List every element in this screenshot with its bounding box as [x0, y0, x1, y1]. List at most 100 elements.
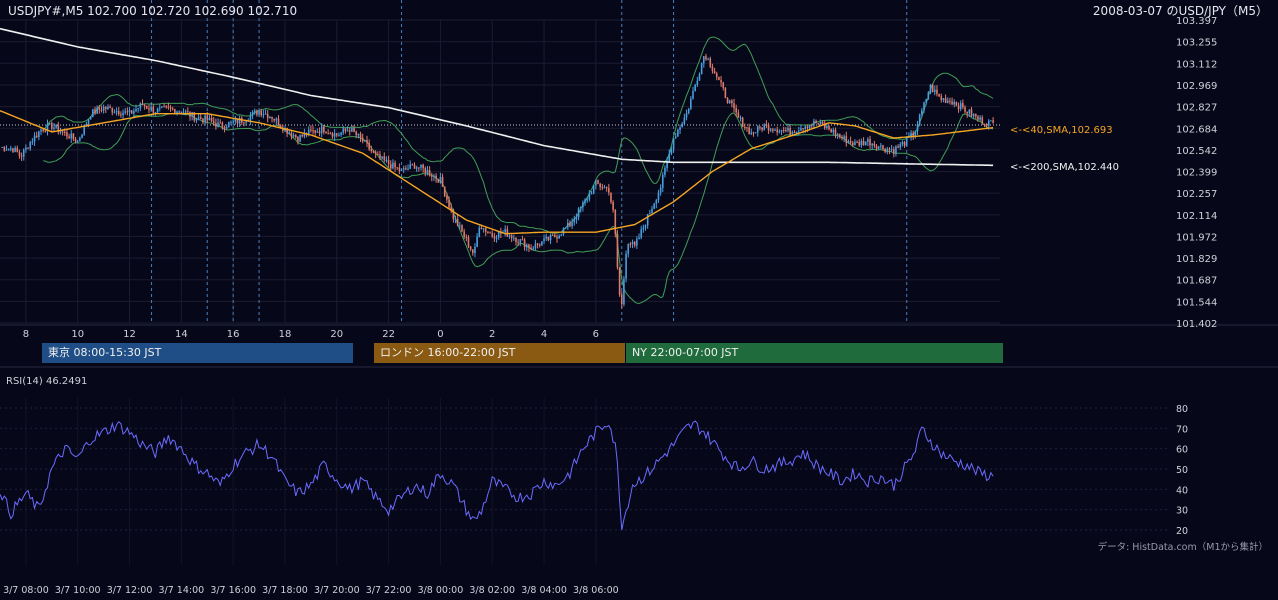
candle-body: [433, 175, 435, 177]
candle-body: [640, 229, 642, 238]
candle-body: [87, 119, 90, 124]
candle-body: [57, 124, 60, 133]
rsi-title: RSI(14) 46.2491: [6, 376, 87, 387]
time-tick-label: 3/7 18:00: [262, 585, 308, 596]
price-tick-label: 103.112: [1176, 59, 1217, 70]
rsi-line-path: [0, 420, 994, 531]
price-tick-label: 102.114: [1176, 211, 1217, 222]
candle-body: [750, 132, 753, 135]
candle-body: [649, 213, 651, 215]
candle-body: [448, 199, 450, 208]
candle-body: [711, 66, 714, 71]
candle-body: [843, 136, 845, 139]
sma-lines: [0, 27, 994, 235]
candle-body: [126, 111, 129, 113]
candle-body: [964, 107, 966, 112]
hour-tick-label: 18: [279, 329, 292, 340]
candle-body: [923, 102, 925, 111]
candle-body: [828, 126, 830, 130]
hour-tick-label: 2: [489, 329, 495, 340]
candle-body: [329, 133, 332, 135]
candle-body: [150, 106, 152, 110]
candle-body: [111, 107, 114, 113]
candle-body: [661, 174, 664, 188]
candle-body: [558, 235, 560, 239]
candle-body: [955, 102, 958, 106]
candle-body: [430, 175, 433, 177]
candle-body: [543, 238, 545, 242]
candle-body: [551, 234, 554, 236]
candle-body: [549, 234, 552, 241]
candle-body: [187, 111, 189, 113]
candle-body: [115, 111, 118, 113]
candle-body: [525, 244, 528, 248]
candle-body: [273, 118, 275, 121]
candle-body: [856, 141, 858, 143]
candle-body: [478, 227, 481, 237]
candle-body: [251, 111, 254, 116]
candle-body: [70, 133, 73, 139]
candle-body: [582, 202, 584, 208]
candle-body: [31, 141, 34, 143]
candle-body: [918, 114, 921, 125]
candle-body: [29, 142, 32, 149]
candle-body: [100, 109, 103, 111]
candle-body: [692, 90, 694, 99]
candle-body: [756, 126, 759, 133]
candle-body: [355, 131, 358, 135]
candle-body: [800, 128, 802, 131]
candle-body: [970, 109, 973, 117]
candle-body: [443, 186, 446, 197]
candle-body: [670, 149, 673, 154]
candle-body: [953, 102, 956, 105]
candle-body: [871, 143, 873, 146]
candle-body: [20, 155, 23, 157]
candle-body: [523, 239, 526, 248]
candle-body: [610, 192, 612, 202]
candle-body: [266, 113, 269, 119]
candle-body: [748, 127, 750, 135]
candle-body: [981, 117, 984, 124]
candle-body: [377, 154, 379, 156]
candle-body: [929, 84, 932, 93]
candle-body: [966, 111, 968, 114]
bollinger-bands: [42, 36, 994, 305]
sma200-line: [0, 27, 994, 167]
candle-body: [59, 131, 62, 133]
candle-body: [804, 126, 807, 129]
candle-body: [806, 126, 809, 128]
candle-body: [487, 231, 489, 233]
candle-body: [886, 148, 889, 152]
candle-body: [949, 100, 951, 102]
candle-body: [275, 118, 278, 121]
candle-body: [657, 192, 660, 201]
candle-body: [174, 109, 176, 114]
candle-body: [128, 110, 131, 113]
candle-body: [370, 149, 373, 152]
data-source: データ: HistData.com（M1から集計）: [1098, 541, 1268, 553]
candle-body: [780, 129, 783, 132]
candle-body: [912, 132, 915, 136]
candle-body: [94, 109, 96, 114]
candle-body: [368, 143, 370, 150]
candle-body: [148, 108, 150, 110]
hour-tick-label: 6: [593, 329, 599, 340]
candle-body: [167, 106, 170, 108]
candle-body: [646, 214, 649, 226]
time-tick-label: 3/7 22:00: [366, 585, 412, 596]
candle-body: [521, 239, 524, 241]
candle-body: [223, 127, 226, 129]
candle-body: [538, 244, 541, 246]
candle-body: [944, 98, 947, 103]
hour-tick-label: 14: [175, 329, 188, 340]
candle-body: [316, 131, 319, 133]
candle-body: [221, 122, 224, 128]
candle-body: [672, 138, 675, 150]
candle-body: [655, 200, 658, 204]
candle-body: [839, 134, 841, 138]
price-tick-label: 101.829: [1176, 254, 1217, 265]
chart-title: 2008-03-07 のUSD/JPY（M5）: [1093, 4, 1268, 18]
candle-body: [772, 129, 774, 131]
candle-body: [271, 116, 273, 119]
